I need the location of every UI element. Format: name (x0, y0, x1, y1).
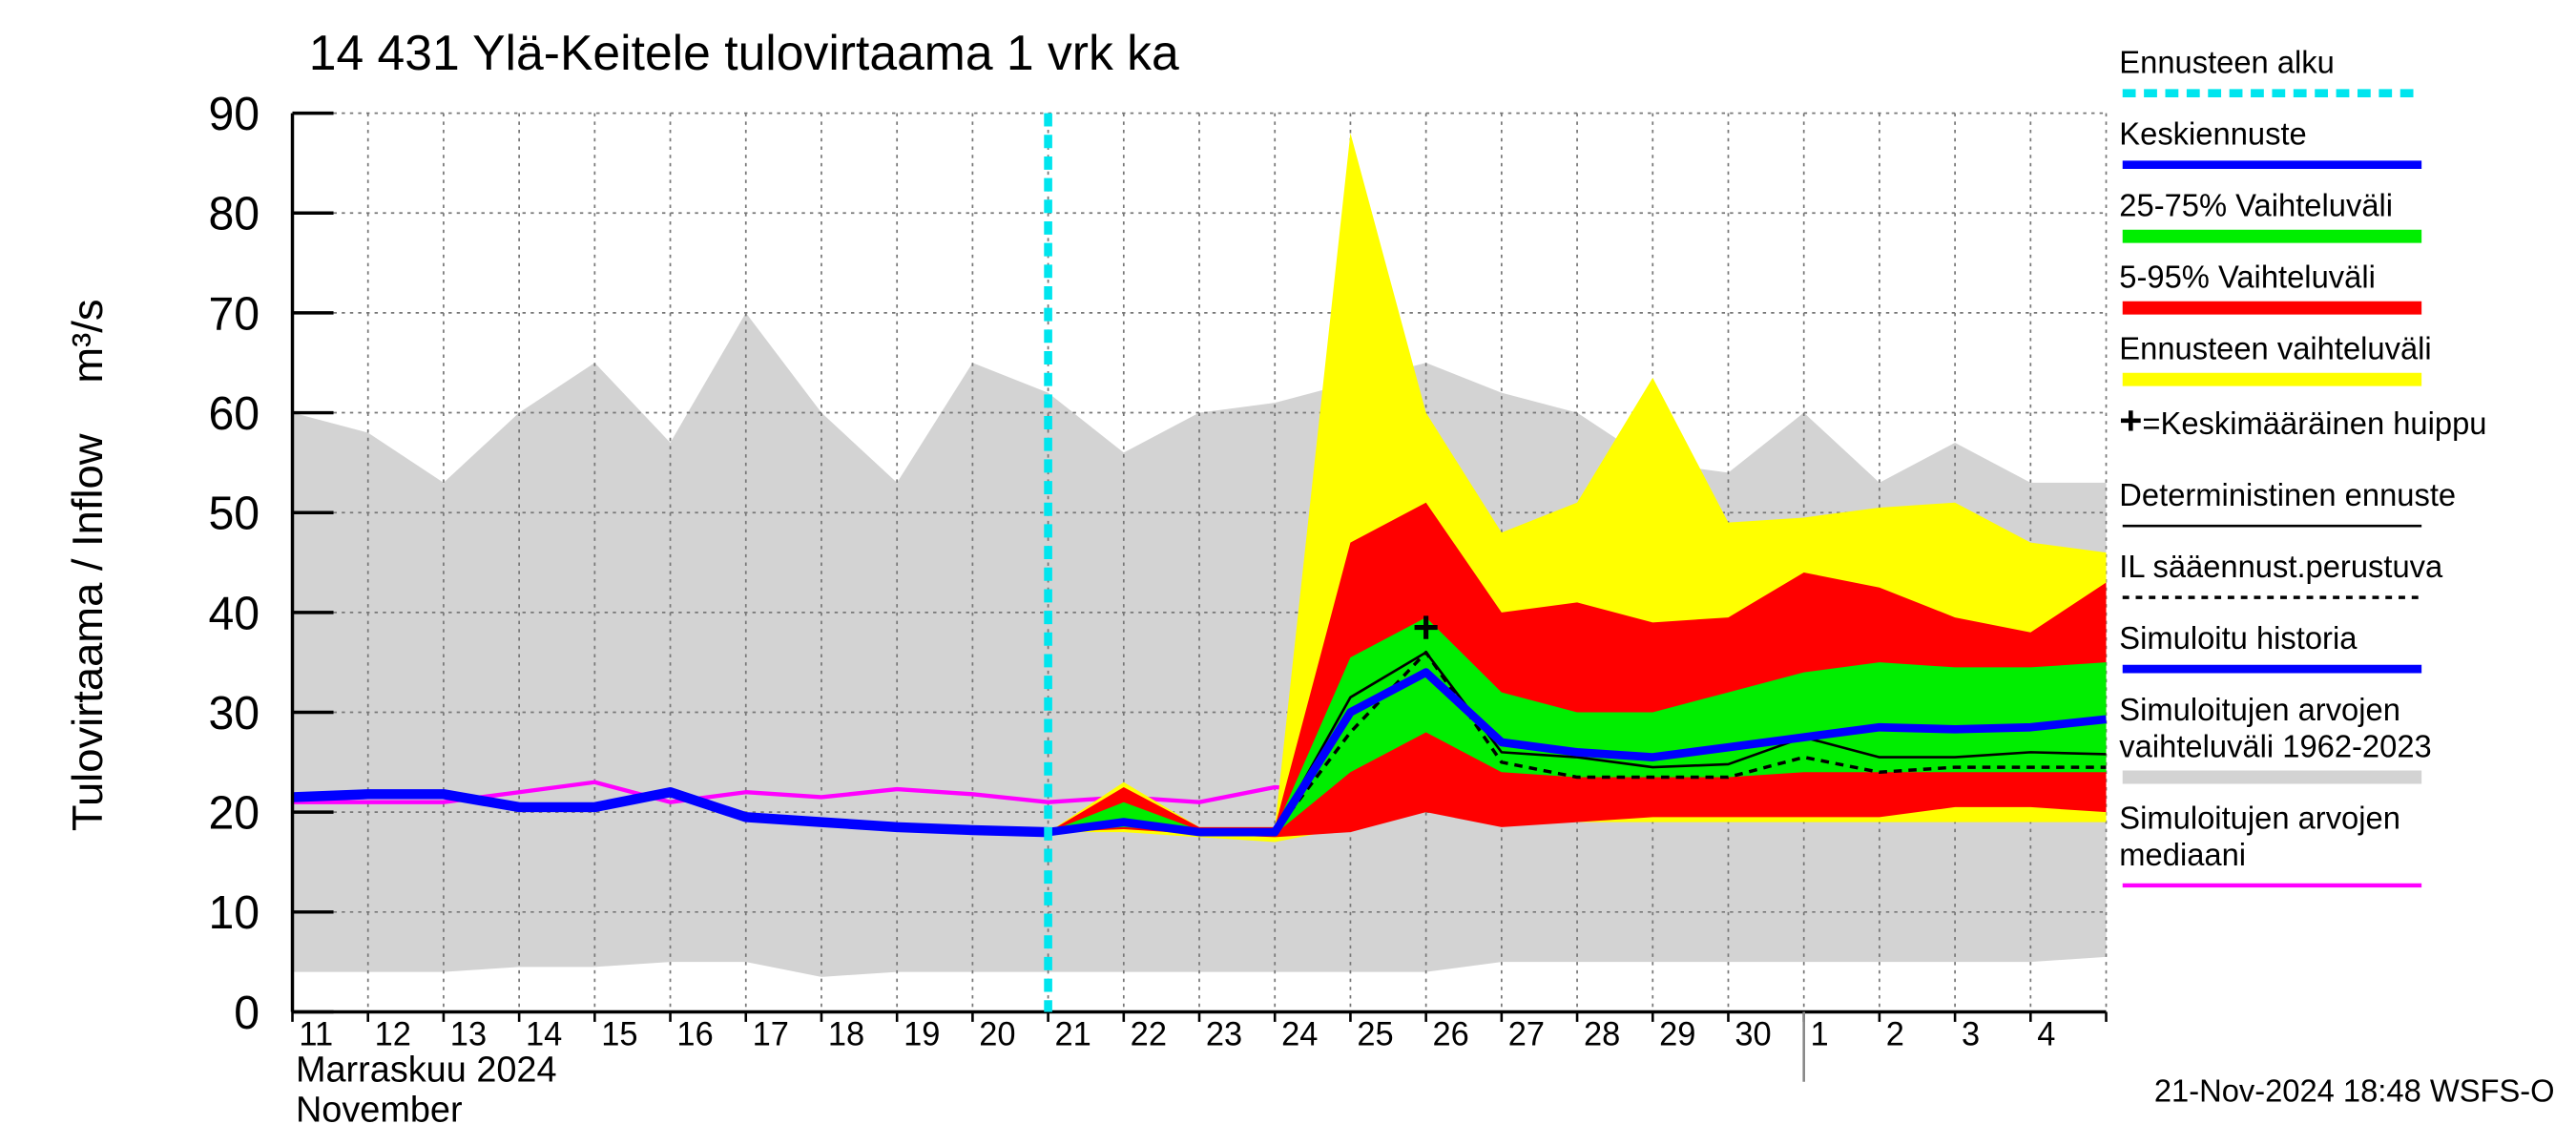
legend-label: IL sääennust.perustuva (2119, 551, 2472, 587)
x-tick-label: 29 (1659, 1016, 1695, 1052)
legend-label: Ennusteen alku (2119, 47, 2472, 83)
legend-box: Ennusteen alku Keskiennuste 25-75% Vaihtel… (2119, 47, 2576, 896)
x-tick-label: 19 (904, 1016, 940, 1052)
x-tick-label: 26 (1433, 1016, 1469, 1052)
x-tick-label: 13 (450, 1016, 487, 1052)
legend-swatch (2122, 229, 2422, 243)
y-tick-label: 40 (208, 588, 260, 639)
x-tick-label: 25 (1357, 1016, 1393, 1052)
x-tick-label: 14 (526, 1016, 562, 1052)
legend-swatch (2122, 883, 2422, 888)
line (1048, 668, 2107, 837)
legend-swatch (2122, 372, 2422, 386)
y-tick-label: 50 (208, 488, 260, 539)
legend-item: Simuloitujen arvojen vaihteluväli 1962-2… (2119, 694, 2576, 787)
legend-label: +=Keskimääräinen huippu (2119, 402, 2500, 445)
legend-label: Simuloitu historia (2119, 622, 2472, 658)
line (292, 787, 1049, 838)
x-tick-label: 11 (299, 1016, 333, 1052)
x-tick-label: 2 (1886, 1016, 1904, 1052)
legend-text: Ennusteen vaihteluväli (2119, 332, 2432, 368)
y-tick-label: 60 (208, 388, 260, 440)
legend-item: 25-75% Vaihteluväli (2119, 190, 2576, 246)
legend-text: 5-95% Vaihteluväli (2119, 260, 2376, 297)
legend-label: Deterministinen ennuste (2119, 479, 2472, 515)
legend-label: 25-75% Vaihteluväli (2119, 190, 2472, 226)
legend-swatch (2122, 524, 2422, 528)
y-tick-label: 30 (208, 688, 260, 739)
footer: 21-Nov-2024 18:48 WSFS-O (2154, 1072, 2555, 1108)
x-tick-label: 27 (1508, 1016, 1545, 1052)
legend-text: Ennusteen alku (2119, 46, 2335, 82)
legend-text: =Keskimääräinen huippu (2142, 407, 2487, 443)
legend-plus: + (2119, 399, 2143, 445)
x-tick-label: 4 (2037, 1016, 2055, 1052)
legend-text: Simuloitujen arvojen vaihteluväli 1962-2… (2119, 694, 2432, 766)
x-tick-label: 30 (1735, 1016, 1771, 1052)
legend-item: Deterministinen ennuste (2119, 479, 2576, 535)
y-tick-label: 20 (208, 787, 260, 839)
legend-swatch (2122, 301, 2422, 315)
legend-text: Simuloitu historia (2119, 622, 2358, 657)
legend: Ennusteen alku Keskiennuste 25-75% Vaihtel… (2119, 47, 2576, 896)
x-tick-label: 1 (1811, 1016, 1829, 1052)
legend-swatch (2122, 89, 2422, 98)
legend-item: Simuloitujen arvojen mediaani (2119, 802, 2576, 896)
legend-item: Ennusteen vaihteluväli (2119, 333, 2576, 389)
legend-text: 25-75% Vaihteluväli (2119, 189, 2394, 225)
legend-item: IL sääennust.perustuva (2119, 551, 2576, 607)
x-tick-label: 17 (753, 1016, 789, 1052)
legend-text: IL sääennust.perustuva (2119, 551, 2443, 586)
x-tick-label: 16 (676, 1016, 713, 1052)
month-label: Marraskuu 2024 (296, 1050, 557, 1091)
legend-swatch (2119, 445, 2424, 465)
x-tick-label: 18 (828, 1016, 864, 1052)
peak-marker (1414, 615, 1438, 639)
legend-item: +=Keskimääräinen huippu (2119, 402, 2576, 465)
legend-item: Simuloitu historia (2119, 622, 2576, 678)
month-label-en: November (296, 1089, 463, 1130)
legend-label: Simuloitujen arvojen mediaani (2119, 802, 2472, 876)
legend-swatch (2122, 664, 2422, 674)
x-tick-label: 15 (601, 1016, 637, 1052)
legend-label: Keskiennuste (2119, 118, 2472, 155)
line (1048, 650, 2107, 834)
legend-text: Deterministinen ennuste (2119, 479, 2457, 514)
x-tick-label: 28 (1584, 1016, 1620, 1052)
y-tick-label: 70 (208, 288, 260, 340)
x-tick-label: 24 (1281, 1016, 1318, 1052)
legend-swatch (2122, 595, 2422, 599)
legend-label: Ennusteen vaihteluväli (2119, 333, 2472, 369)
legend-item: Ennusteen alku (2119, 47, 2576, 103)
x-tick-label: 12 (375, 1016, 411, 1052)
legend-swatch (2122, 160, 2422, 170)
legend-item: Keskiennuste (2119, 118, 2576, 175)
y-tick-label: 80 (208, 188, 260, 239)
y-axis-label: Tulovirtaama / Inflow (63, 433, 112, 831)
x-tick-label: 21 (1054, 1016, 1091, 1052)
legend-swatch (2122, 770, 2422, 784)
legend-text: Keskiennuste (2119, 117, 2307, 154)
y-tick-label: 0 (234, 988, 260, 1039)
chart-title: 14 431 Ylä-Keitele tulovirtaama 1 vrk ka (309, 26, 1179, 81)
band (1048, 617, 2107, 835)
legend-text: Simuloitujen arvojen mediaani (2119, 802, 2400, 874)
y-tick-label: 10 (208, 887, 260, 939)
legend-label: 5-95% Vaihteluväli (2119, 261, 2472, 298)
x-tick-label: 20 (979, 1016, 1015, 1052)
y-tick-label: 90 (208, 89, 260, 140)
x-tick-label: 22 (1131, 1016, 1167, 1052)
x-tick-label: 23 (1206, 1016, 1242, 1052)
x-tick-label: 3 (1962, 1016, 1980, 1052)
y-axis-unit: m³/s (63, 299, 112, 383)
legend-item: 5-95% Vaihteluväli (2119, 261, 2576, 318)
legend-label: Simuloitujen arvojen vaihteluväli 1962-2… (2119, 694, 2472, 767)
